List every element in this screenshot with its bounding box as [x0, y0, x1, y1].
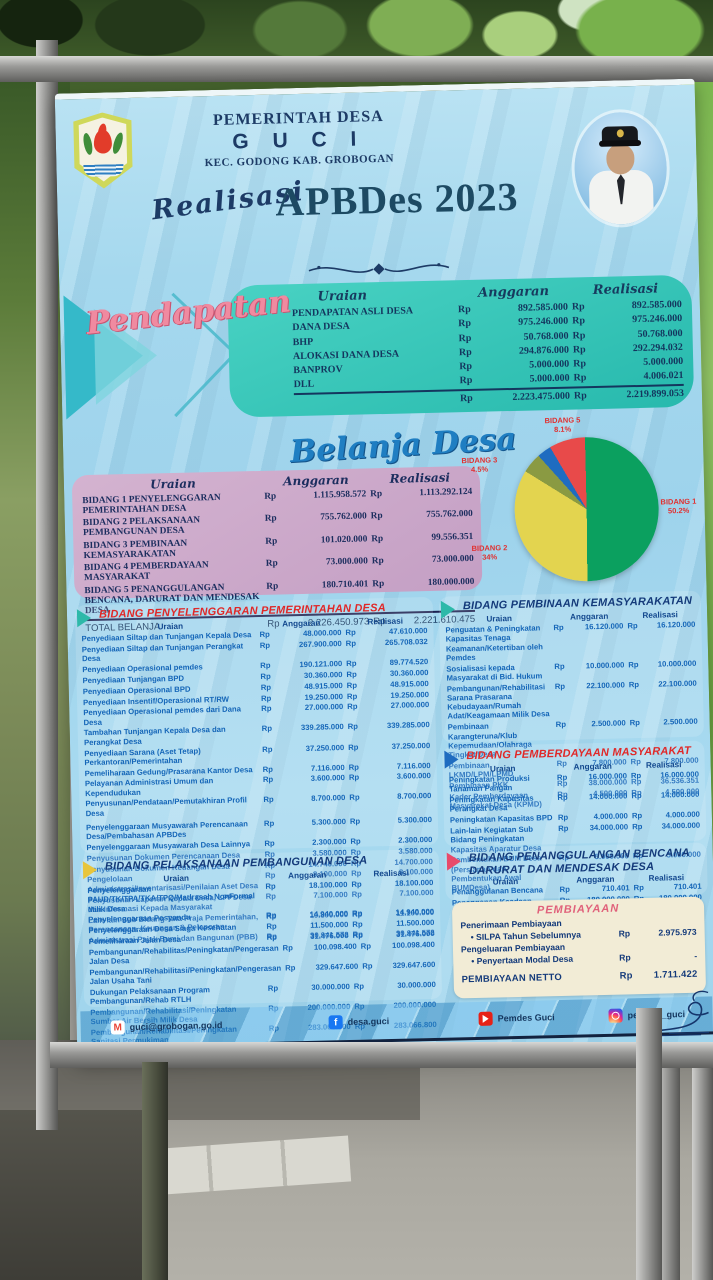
pie-label-bidang3: BIDANG 3 4.5% [461, 455, 498, 475]
row-label: BIDANG 1 PENYELENGGARAN PEMERINTAHAN DES… [82, 492, 221, 516]
apbdes-banner: PEMERINTAH DESA G U C I KEC. GODONG KAB.… [54, 78, 713, 1060]
col-uraian: Uraian [149, 476, 196, 492]
col-anggaran: Anggaran [477, 284, 550, 301]
table-row: Penguatan & Peningkatan Kapasitas Tenaga… [445, 619, 696, 663]
footer-facebook: f desa.guci [328, 1014, 390, 1030]
col-realisasi: Realisasi [592, 281, 659, 299]
section-pembinaan: BIDANG PEMBINAAN KEMASYARAKATAN Uraian A… [438, 590, 705, 811]
scaffold-leg-left [142, 1062, 168, 1280]
anggaran-value: 50.768.000 [523, 330, 569, 343]
col-uraian: Uraian [317, 288, 368, 305]
realisasi-value: 4.006.021 [643, 370, 684, 383]
pie-label-bidang5: BIDANG 5 8.1% [544, 415, 581, 435]
arrow-icon [446, 852, 462, 871]
row-label: BIDANG 3 PEMBINAAN KEMASYARAKATAN [83, 538, 188, 561]
section-bidang1: BIDANG PENYELENGGARAN PEMERINTAHAN DESA … [74, 596, 439, 945]
village-head-photo [573, 111, 668, 226]
grobogan-regency-logo [69, 112, 137, 190]
arrow-icon [444, 750, 459, 769]
col-anggaran: Anggaran [283, 472, 349, 489]
realisasi-value: 5.000.000 [643, 355, 684, 368]
row-label: ALOKASI DANA DESA [292, 348, 400, 362]
table-row: Pembangunan/Rehabilitasi Sarana Prasaran… [446, 678, 697, 722]
section-penanggulangan: BIDANG PENANGGULANGAN BENCANA DARURAT DA… [444, 842, 708, 917]
anggaran-value: 892.585.000 [517, 301, 569, 315]
belanja-table: Uraian Anggaran Realisasi BIDANG 1 PENYE… [71, 465, 483, 635]
section-pelaksanaan: BIDANG PELAKSANAAN PEMBANGUNAN DESA Urai… [80, 848, 443, 1047]
anggaran-value: 5.000.000 [529, 358, 570, 371]
arrow-icon [82, 860, 98, 880]
row-label: DLL [293, 378, 315, 391]
instagram-icon [608, 1008, 623, 1023]
logo-water-waves [83, 164, 124, 178]
ornament-divider [308, 263, 450, 275]
netto-row: PEMBIAYAAN NETTO Rp 1.711.422 [461, 967, 698, 985]
wet-ground-patch [0, 1110, 150, 1280]
facebook-icon: f [328, 1015, 343, 1030]
row-label: BIDANG 2 PELAKSANAAN PEMBANGUNAN DESA [82, 515, 201, 539]
row-label: BANPROV [293, 363, 343, 377]
pie-label-bidang2: BIDANG 2 34% [471, 543, 508, 563]
realisasi-value: 975.246.000 [632, 313, 683, 326]
scaffold-pole-left [36, 40, 58, 1130]
pie-label-bidang1: BIDANG 1 50.2% [660, 496, 697, 516]
footer-youtube: Pemdes Guci [478, 1010, 555, 1026]
footer-email: M guci@grobogan.go.id [110, 1018, 223, 1035]
corner-flourish [642, 990, 710, 1037]
anggaran-value: 975.246.000 [518, 316, 569, 329]
realisasi-value: 50.768.000 [637, 327, 683, 340]
arrow-icon [440, 600, 456, 619]
section-pembiayaan: PEMBIAYAAN Penerimaan Pembiayaan SILPA T… [451, 896, 707, 999]
youtube-icon [478, 1011, 493, 1026]
belanja-heading: Belanja Desa [288, 420, 518, 471]
pendapatan-rows: PENDAPATAN ASLI DESA Rp 892.585.000 Rp 892… [292, 299, 684, 390]
row-label: BHP [292, 336, 314, 348]
arrow-icon [76, 608, 92, 628]
banner-title-main: APBDes 2023 [274, 173, 520, 225]
belanja-pie-chart [512, 435, 661, 583]
total-anggaran: 2.223.475.000 [512, 390, 571, 404]
village-identity: PEMERINTAH DESA G U C I KEC. GODONG KAB.… [143, 106, 454, 170]
row-label: PENDAPATAN ASLI DESA [291, 305, 414, 320]
anggaran-value: 294.876.000 [518, 344, 570, 357]
realisasi-value: 292.294.032 [632, 341, 683, 354]
scaffold-pipe-top [0, 56, 713, 82]
anggaran-value: 5.000.000 [529, 372, 570, 385]
realisasi-value: 892.585.000 [631, 299, 682, 312]
col-realisasi: Realisasi [389, 470, 451, 486]
row-label: BIDANG 4 PEMBERDAYAAN MASYARAKAT [83, 560, 209, 584]
row-label: DANA DESA [292, 321, 350, 334]
scaffold-leg-mid [636, 1008, 662, 1280]
pendapatan-table: Uraian Anggaran Realisasi PENDAPATAN ASL… [227, 274, 695, 418]
total-realisasi: 2.219.899.053 [626, 388, 685, 401]
section-pemberdayaan: BIDANG PEMBERDAYAAN MASYARAKAT Uraian An… [442, 740, 707, 893]
email-icon: M [110, 1020, 125, 1035]
